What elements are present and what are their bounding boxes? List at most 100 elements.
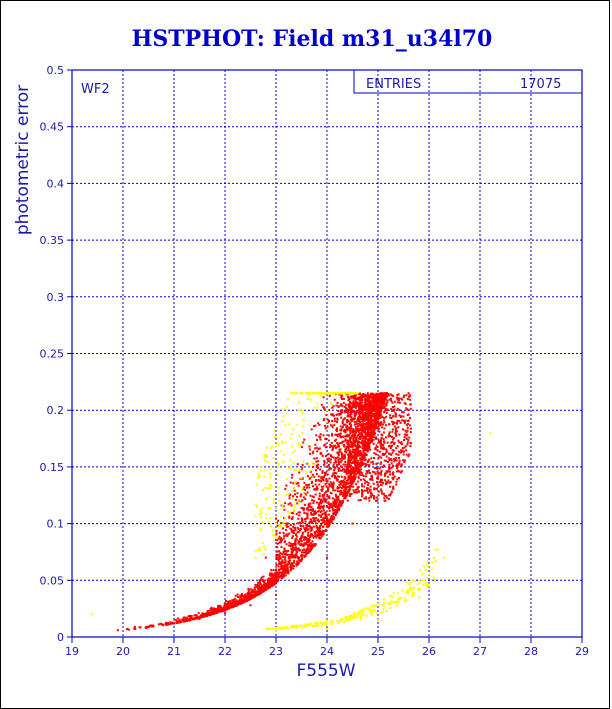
data-point <box>281 559 284 562</box>
data-point <box>403 422 406 425</box>
data-point <box>259 578 262 581</box>
data-point <box>353 405 356 408</box>
data-point <box>294 534 297 537</box>
data-point <box>421 572 424 575</box>
data-point <box>235 604 238 607</box>
data-point <box>360 459 363 462</box>
data-point <box>326 521 329 524</box>
data-point <box>368 472 371 475</box>
data-point <box>311 499 314 502</box>
data-point <box>364 433 367 436</box>
data-point <box>357 431 360 434</box>
data-point <box>271 579 274 582</box>
data-point <box>325 478 328 481</box>
data-point <box>351 396 354 399</box>
data-point <box>369 609 372 612</box>
data-point <box>346 393 349 396</box>
data-point <box>333 424 336 427</box>
data-point <box>216 608 219 611</box>
data-point <box>335 427 338 430</box>
data-point <box>386 441 389 444</box>
data-point <box>409 586 412 589</box>
data-point <box>346 439 349 442</box>
data-point <box>325 513 328 516</box>
data-point <box>288 532 291 535</box>
data-point <box>326 494 329 497</box>
data-point <box>361 412 364 415</box>
data-point <box>367 440 370 443</box>
data-point <box>288 423 291 426</box>
data-point <box>426 560 429 563</box>
data-point <box>256 587 259 590</box>
data-point <box>336 417 339 420</box>
data-point <box>260 466 263 469</box>
data-point <box>225 604 228 607</box>
data-point <box>294 528 297 531</box>
data-point <box>294 480 297 483</box>
data-point <box>374 446 377 449</box>
data-point <box>332 472 335 475</box>
data-point <box>356 441 359 444</box>
data-point <box>354 425 357 428</box>
data-point <box>273 574 276 577</box>
data-point <box>283 547 286 550</box>
data-point <box>312 425 315 428</box>
data-point <box>334 509 337 512</box>
data-point <box>335 501 338 504</box>
data-point <box>343 455 346 458</box>
data-point <box>294 540 297 543</box>
data-point <box>396 407 399 410</box>
x-tick-label: 29 <box>575 645 589 658</box>
data-point <box>281 627 284 630</box>
data-point <box>298 444 301 447</box>
data-point <box>286 568 289 571</box>
data-point <box>394 413 397 416</box>
data-point <box>307 509 310 512</box>
data-point <box>322 419 325 422</box>
data-point <box>390 445 393 448</box>
data-point <box>317 475 320 478</box>
data-point <box>322 396 325 399</box>
data-point <box>376 445 379 448</box>
data-point <box>318 423 321 426</box>
data-point <box>351 403 354 406</box>
data-point <box>306 491 309 494</box>
data-point <box>392 478 395 481</box>
data-point <box>391 401 394 404</box>
data-point <box>282 569 285 572</box>
data-point <box>241 600 244 603</box>
data-point <box>318 533 321 536</box>
data-point <box>240 601 243 604</box>
data-point <box>356 480 359 483</box>
data-point <box>390 441 393 444</box>
data-point <box>395 604 398 607</box>
data-point <box>275 532 278 535</box>
data-point <box>358 613 361 616</box>
data-point <box>173 622 175 625</box>
data-point <box>343 428 346 431</box>
y-tick-label: 0.3 <box>47 291 65 304</box>
data-point <box>263 587 266 590</box>
data-point <box>371 440 374 443</box>
data-point <box>283 454 286 457</box>
data-point <box>360 478 363 481</box>
data-point <box>375 453 378 456</box>
data-point <box>291 551 294 554</box>
data-point <box>292 392 295 395</box>
data-point <box>317 479 320 482</box>
data-point <box>269 585 272 588</box>
data-point <box>365 422 368 425</box>
data-point <box>351 482 354 485</box>
data-point <box>217 607 220 610</box>
data-point <box>255 550 258 553</box>
data-point <box>350 425 353 428</box>
data-point <box>365 396 368 399</box>
data-point <box>217 604 220 607</box>
data-point <box>264 588 267 591</box>
data-point <box>403 597 406 600</box>
data-point <box>310 392 313 395</box>
data-point <box>309 525 312 528</box>
data-point <box>303 518 306 521</box>
data-point <box>318 492 321 495</box>
data-point <box>328 521 331 524</box>
